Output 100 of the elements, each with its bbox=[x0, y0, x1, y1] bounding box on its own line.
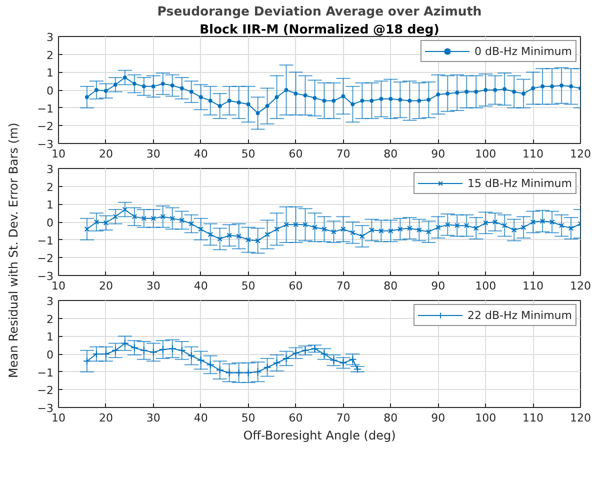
x-tick-label: 80 bbox=[384, 280, 398, 292]
x-tick-label: 50 bbox=[241, 412, 256, 424]
x-tick-label: 120 bbox=[570, 148, 591, 160]
point bbox=[293, 222, 298, 228]
x-tick-label: 100 bbox=[475, 280, 496, 292]
x-tick-label: 10 bbox=[52, 280, 66, 292]
x-tick-label: 40 bbox=[194, 280, 208, 292]
point bbox=[189, 90, 194, 94]
x-tick-label: 60 bbox=[288, 280, 303, 292]
point bbox=[274, 226, 280, 232]
point bbox=[370, 98, 374, 103]
point bbox=[446, 92, 450, 96]
point bbox=[558, 222, 564, 228]
point bbox=[332, 98, 336, 103]
point bbox=[264, 232, 270, 238]
y-tick-label: −3 bbox=[37, 138, 54, 151]
y-tick-label: −3 bbox=[37, 270, 54, 283]
point bbox=[407, 226, 412, 231]
x-tick-label: 10 bbox=[52, 148, 66, 160]
y-tick-label: 1 bbox=[46, 198, 54, 212]
point bbox=[379, 96, 384, 101]
y-tick-label: 0 bbox=[46, 216, 54, 230]
point bbox=[236, 100, 241, 104]
point bbox=[236, 234, 242, 239]
point bbox=[302, 222, 308, 228]
point bbox=[179, 218, 185, 223]
legend-label: 0 dB-Hz Minimum bbox=[474, 44, 572, 58]
point bbox=[141, 216, 147, 222]
point bbox=[160, 214, 166, 220]
point bbox=[170, 84, 174, 88]
y-tick-label: 3 bbox=[46, 31, 54, 44]
x-tick-label: 70 bbox=[336, 412, 350, 424]
point bbox=[493, 88, 498, 92]
legend-label: 15 dB-Hz Minimum bbox=[467, 176, 572, 190]
point bbox=[540, 84, 545, 88]
point bbox=[350, 230, 356, 236]
y-tick-label: −2 bbox=[37, 120, 54, 134]
point bbox=[560, 84, 564, 88]
point bbox=[530, 219, 536, 225]
point bbox=[378, 228, 384, 234]
point bbox=[540, 218, 546, 224]
point bbox=[436, 92, 440, 96]
point bbox=[341, 94, 346, 98]
point bbox=[464, 222, 470, 228]
point bbox=[474, 90, 478, 94]
point bbox=[426, 98, 431, 102]
x-tick-label: 100 bbox=[475, 148, 496, 160]
point bbox=[426, 229, 432, 234]
point bbox=[142, 84, 146, 88]
x-tick-label: 20 bbox=[98, 280, 113, 292]
point bbox=[208, 98, 212, 103]
point bbox=[550, 84, 554, 88]
point bbox=[104, 88, 108, 93]
x-tick-label: 40 bbox=[194, 412, 208, 424]
point bbox=[360, 98, 364, 103]
y-tick-label: 3 bbox=[46, 163, 54, 176]
point bbox=[168, 344, 176, 353]
point bbox=[255, 238, 260, 244]
x-tick-label: 100 bbox=[475, 412, 496, 424]
y-tick-label: 1 bbox=[46, 330, 54, 344]
y-tick-label: 0 bbox=[46, 84, 54, 98]
y-axis-title: Mean Residual with St. Dev. Error Bars (m) bbox=[5, 122, 22, 378]
x-tick-label: 40 bbox=[194, 148, 208, 160]
x-tick-label: 30 bbox=[146, 412, 160, 424]
y-tick-label: 2 bbox=[46, 180, 54, 194]
point bbox=[568, 226, 574, 231]
point bbox=[455, 90, 460, 95]
point bbox=[464, 90, 469, 94]
point bbox=[244, 368, 252, 377]
y-tick-label: −2 bbox=[37, 384, 54, 398]
point bbox=[226, 232, 232, 238]
point bbox=[265, 104, 270, 108]
x-tick-label: 20 bbox=[98, 148, 113, 160]
point bbox=[160, 82, 165, 86]
y-tick-label: 1 bbox=[46, 66, 54, 80]
point bbox=[454, 222, 460, 228]
point bbox=[246, 237, 251, 242]
point bbox=[436, 224, 441, 230]
point bbox=[569, 84, 574, 88]
point bbox=[113, 82, 118, 87]
x-tick-label: 120 bbox=[570, 412, 591, 424]
point bbox=[274, 95, 279, 100]
point bbox=[294, 92, 298, 96]
point bbox=[84, 95, 89, 100]
point bbox=[198, 95, 203, 100]
point bbox=[208, 232, 213, 238]
point bbox=[170, 216, 176, 222]
point bbox=[511, 227, 517, 233]
y-tick-label: −3 bbox=[37, 402, 54, 415]
point bbox=[398, 226, 403, 232]
point bbox=[122, 76, 127, 80]
y-tick-label: 0 bbox=[46, 348, 54, 362]
point bbox=[388, 228, 394, 234]
x-tick-label: 70 bbox=[336, 280, 350, 292]
point bbox=[149, 348, 158, 356]
point bbox=[188, 221, 194, 226]
point bbox=[180, 86, 184, 90]
point bbox=[178, 346, 186, 354]
y-tick-label: 3 bbox=[46, 295, 54, 308]
point bbox=[398, 98, 402, 102]
